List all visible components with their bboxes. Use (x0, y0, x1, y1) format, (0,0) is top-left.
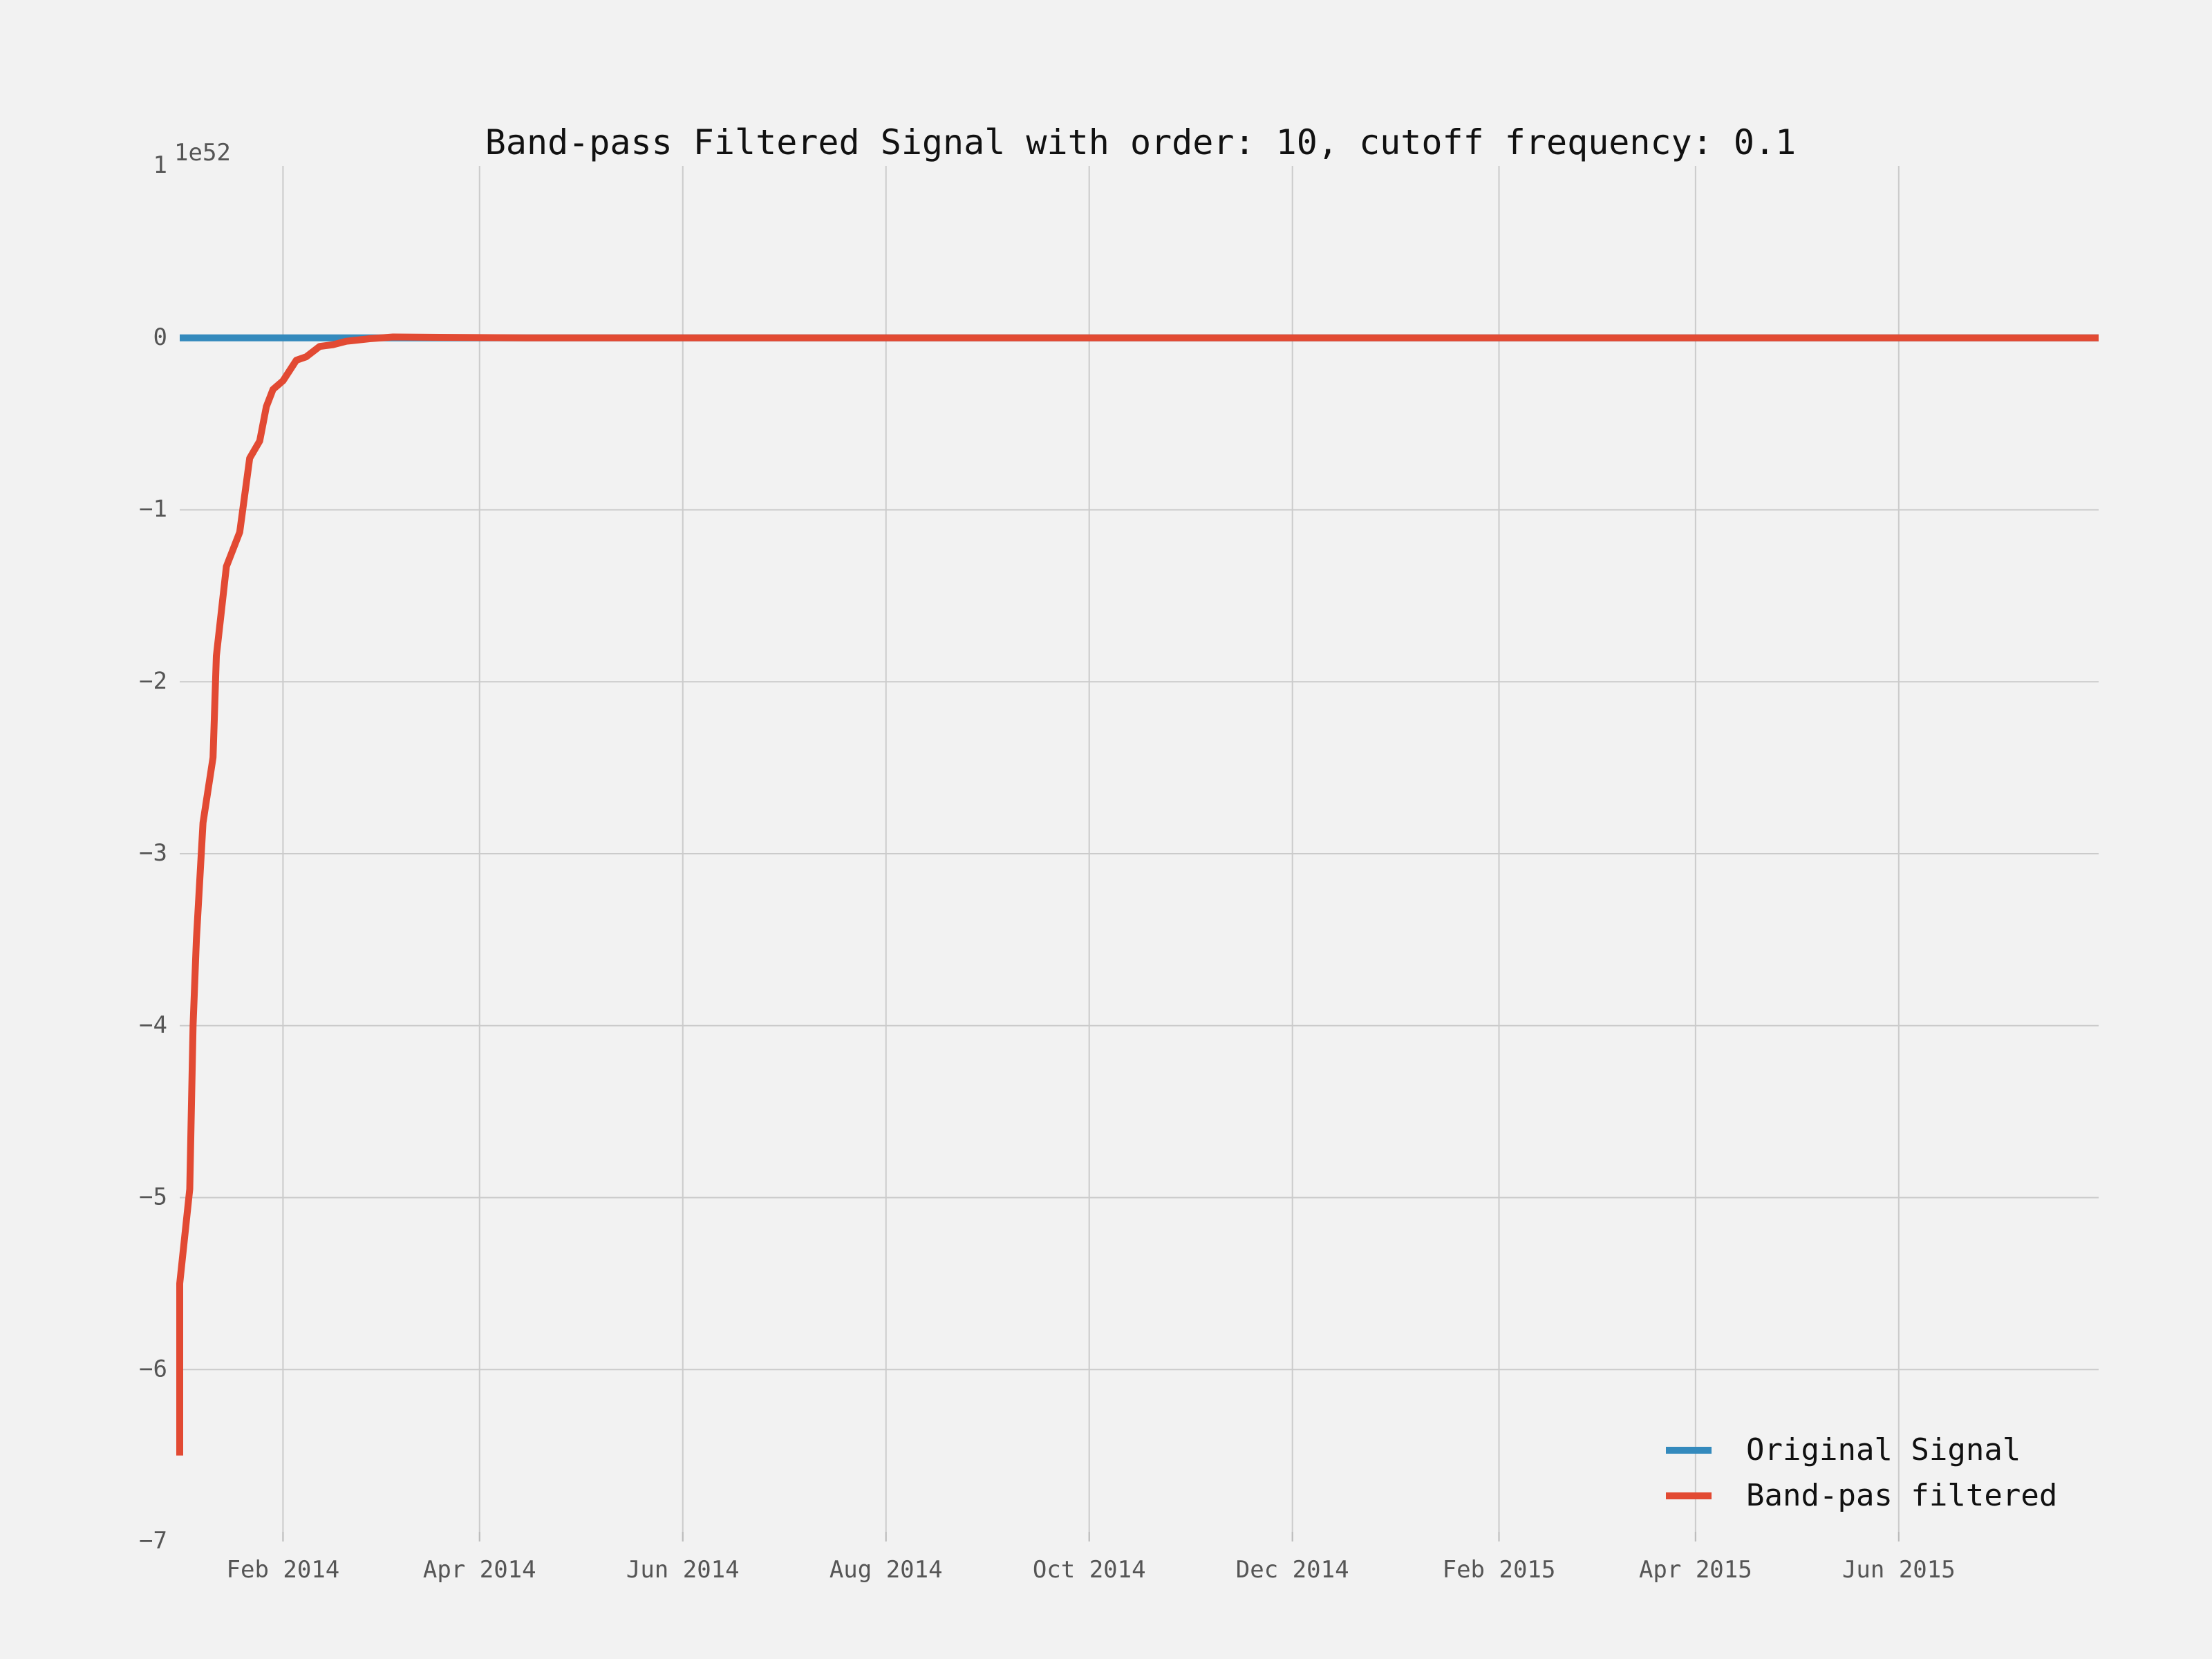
y-tick-label: −6 (139, 1355, 167, 1382)
x-tick-label: Dec 2014 (1236, 1556, 1349, 1584)
legend-label: Band-pas filtered (1746, 1478, 2057, 1513)
legend-label: Original Signal (1746, 1432, 2021, 1468)
x-tick-label: Aug 2014 (830, 1556, 943, 1584)
x-tick-label: Oct 2014 (1033, 1556, 1146, 1584)
x-tick-label: Feb 2014 (227, 1556, 340, 1584)
legend: Original Signal Band-pas filtered (1666, 1432, 2057, 1513)
chart-title: Band-pass Filtered Signal with order: 10… (485, 122, 1796, 162)
y-tick-label: −4 (139, 1011, 167, 1039)
x-tick-label: Jun 2015 (1842, 1556, 1956, 1584)
y-tick-label: −2 (139, 667, 167, 695)
y-axis-ticks: 1 0 −1 −2 −3 −4 −5 −6 −7 (139, 151, 167, 1555)
plot-lines (176, 333, 2099, 1456)
y-tick-label: −3 (139, 839, 167, 867)
y-tick-label: −7 (139, 1527, 167, 1555)
x-tick-label: Apr 2014 (423, 1556, 536, 1584)
y-axis-offset-label: 1e52 (174, 139, 231, 167)
grid (180, 166, 2099, 1541)
x-tick-label: Jun 2014 (626, 1556, 740, 1584)
y-tick-label: −1 (139, 496, 167, 523)
x-tick-label: Feb 2015 (1443, 1556, 1556, 1584)
y-tick-label: −5 (139, 1183, 167, 1211)
x-tick-label: Apr 2015 (1639, 1556, 1752, 1584)
y-tick-label: 0 (153, 324, 167, 351)
series-line-2 (176, 333, 2099, 1456)
x-axis-ticks: Feb 2014 Apr 2014 Jun 2014 Aug 2014 Oct 2014… (227, 1532, 1956, 1584)
y-tick-label: 1 (153, 151, 167, 179)
